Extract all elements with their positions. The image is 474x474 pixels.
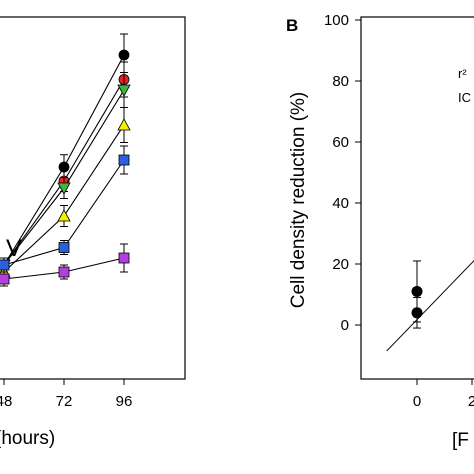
x-tick-label: 48 — [0, 393, 12, 410]
data-point — [58, 266, 70, 278]
data-point — [118, 49, 130, 61]
data-point — [118, 154, 130, 166]
y-tick-label: 40 — [332, 195, 349, 212]
y-tick-label: 80 — [332, 73, 349, 90]
data-point — [117, 118, 131, 131]
x-tick-label: 72 — [56, 393, 73, 410]
panel-a: V 48 72 96 (hours) — [0, 16, 186, 449]
panel-a-annotation: V — [6, 235, 22, 262]
y-tick-label: 60 — [332, 134, 349, 151]
data-point — [411, 307, 423, 319]
panel-a-plot-frame — [0, 16, 186, 380]
x-tick-label: 0 — [413, 393, 421, 410]
data-point — [0, 259, 10, 271]
panel-b-y-ticks: 0 20 40 60 80 100 — [324, 12, 361, 334]
data-point — [118, 252, 130, 264]
y-tick-label: 100 — [324, 12, 349, 29]
x-tick-label: 2 — [468, 393, 474, 410]
panel-b-annotation-r2: r² — [458, 66, 467, 81]
data-point — [117, 84, 131, 97]
panel-b-y-axis-title: Cell density reduction (%) — [288, 92, 309, 308]
panel-b-points — [411, 260, 423, 329]
data-point — [57, 182, 71, 195]
panel-b-plot-frame — [360, 16, 474, 380]
panel-b-annotation-ic: IC — [458, 90, 471, 105]
x-tick-label: 96 — [116, 393, 133, 410]
panel-a-series-5 — [0, 145, 130, 273]
data-point — [58, 242, 70, 253]
panel-a-x-axis-title: (hours) — [0, 428, 55, 449]
panel-b: B Cell density reduction (%) 02040608010… — [286, 12, 474, 451]
panel-a-series — [0, 33, 131, 287]
panel-a-series-6 — [0, 243, 130, 287]
data-point — [411, 285, 423, 297]
panel-b-fit-line — [386, 259, 474, 352]
y-tick-label: 0 — [341, 317, 349, 334]
panel-b-letter: B — [286, 16, 298, 35]
panel-a-x-ticks: 48 72 96 — [0, 379, 132, 410]
y-tick-label: 20 — [332, 256, 349, 273]
data-point — [0, 273, 10, 285]
panel-b-x-axis-title: [F — [452, 430, 469, 451]
data-point — [57, 209, 71, 222]
